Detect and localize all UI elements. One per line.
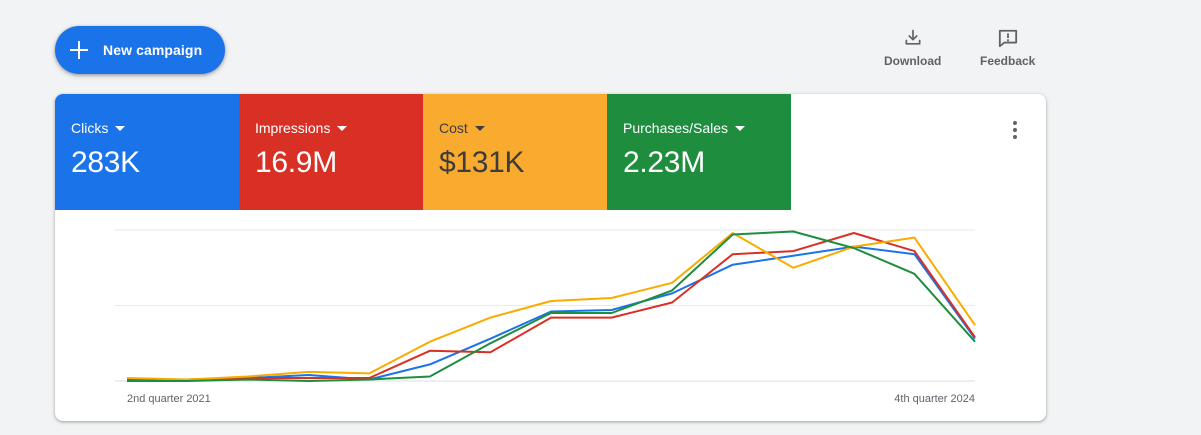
- feedback-icon: [998, 29, 1017, 48]
- metric-name-impressions: Impressions: [255, 120, 331, 136]
- more-options-button[interactable]: [1005, 118, 1025, 142]
- metric-value-cost: $131K: [439, 146, 525, 179]
- metric-value-purchases-sales: 2.23M: [623, 146, 705, 179]
- caret-down-icon: [337, 125, 348, 131]
- caret-down-icon: [115, 125, 126, 131]
- metric-tile-purchases-sales[interactable]: Purchases/Sales 2.23M: [607, 94, 791, 210]
- metric-value-clicks: 283K: [71, 146, 140, 179]
- series-line-cost: [126, 232, 976, 381]
- metric-name-clicks: Clicks: [71, 120, 109, 136]
- series-line-purchases-sales: [127, 230, 976, 382]
- caret-down-icon: [474, 125, 485, 131]
- feedback-button[interactable]: Feedback: [980, 28, 1035, 68]
- metric-name-purchases-sales: Purchases/Sales: [623, 120, 729, 136]
- download-label: Download: [884, 54, 942, 68]
- metric-name-cost: Cost: [439, 120, 468, 136]
- series-line-impressions: [127, 232, 976, 381]
- more-vert-icon: [1013, 121, 1017, 125]
- x-axis-label-end: 4th quarter 2024: [894, 393, 975, 405]
- metric-tile-clicks[interactable]: Clicks 283K: [55, 94, 239, 210]
- metric-tiles: Clicks 283K Impressions 16.9M Cost $131K…: [55, 94, 791, 210]
- new-campaign-button[interactable]: New campaign: [55, 26, 225, 74]
- plus-icon: [70, 41, 88, 59]
- performance-line-chart: 2nd quarter 2021 4th quarter 2024: [115, 229, 976, 405]
- metric-tile-impressions[interactable]: Impressions 16.9M: [239, 94, 423, 210]
- new-campaign-label: New campaign: [103, 42, 203, 58]
- download-icon: [905, 29, 921, 45]
- caret-down-icon: [735, 125, 746, 131]
- metric-value-impressions: 16.9M: [255, 146, 337, 179]
- download-button[interactable]: Download: [884, 28, 941, 68]
- feedback-label: Feedback: [980, 54, 1036, 68]
- performance-card: Clicks 283K Impressions 16.9M Cost $131K…: [55, 94, 1046, 421]
- chart-series: [126, 230, 976, 382]
- x-axis-label-start: 2nd quarter 2021: [127, 393, 211, 405]
- metric-tile-cost[interactable]: Cost $131K: [423, 94, 607, 210]
- chart-gridlines: [115, 229, 975, 382]
